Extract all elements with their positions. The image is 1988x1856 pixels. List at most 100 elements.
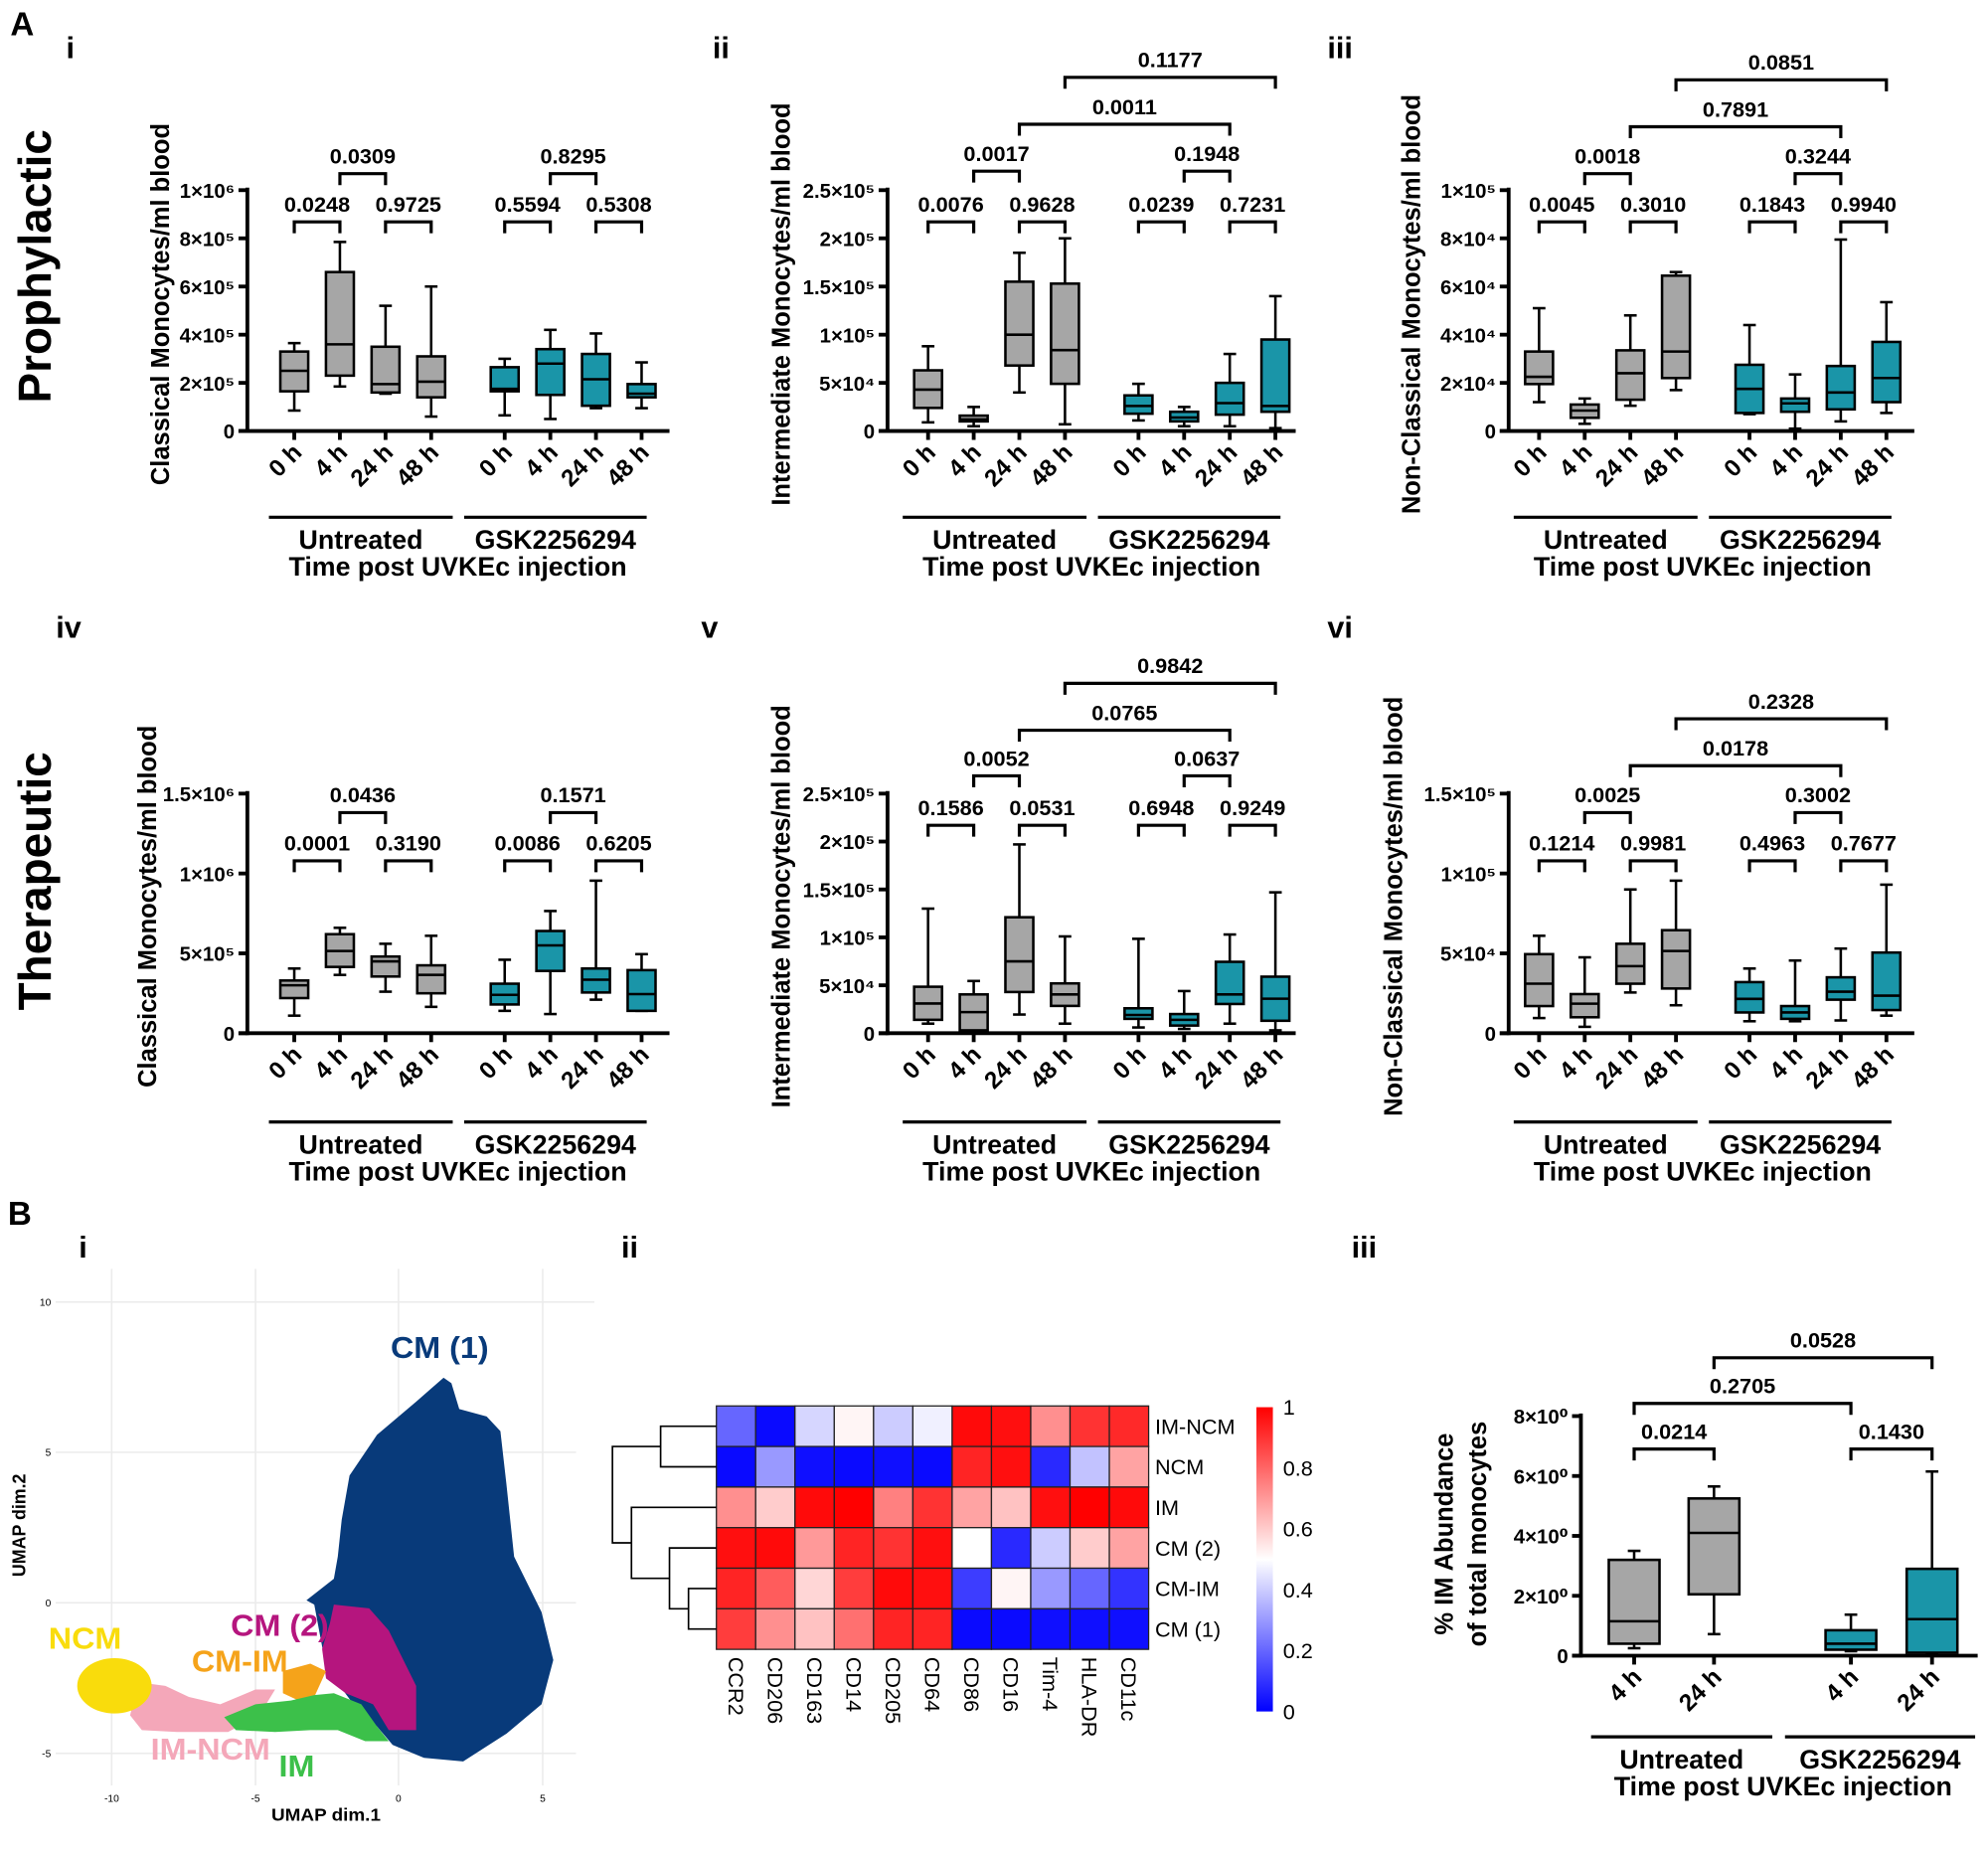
x-tick-label: 24 h xyxy=(346,439,399,492)
umap-xtick: -5 xyxy=(250,1794,260,1805)
umap-ytick: -5 xyxy=(42,1750,52,1761)
box-iqr xyxy=(1825,364,1857,412)
umap-label-im-ncm: IM-NCM xyxy=(151,1733,270,1767)
umap-label-cm-im: CM-IM xyxy=(192,1645,288,1679)
row-label-prophylactic: Prophylactic xyxy=(9,129,61,403)
p-value-label: 0.6948 xyxy=(1128,795,1194,820)
p-value-label: 0.0309 xyxy=(330,144,396,169)
significance-bracket xyxy=(1632,1402,1853,1416)
heatmap-cell xyxy=(951,1607,993,1650)
significance-bracket xyxy=(292,220,342,234)
y-tick-label: 1×10⁵ xyxy=(820,325,876,347)
p-value-label: 0.9249 xyxy=(1220,795,1285,820)
panel-label: iv xyxy=(56,610,82,644)
box-gsk2256294-4h xyxy=(1779,373,1811,440)
significance-bracket xyxy=(384,220,433,234)
box-iqr xyxy=(1687,1497,1741,1597)
significance-bracket xyxy=(1228,823,1277,837)
box-untreated-0h xyxy=(1524,934,1555,1043)
significance-bracket xyxy=(1017,728,1232,743)
x-tick-label: 4 h xyxy=(309,1041,353,1085)
panel-label: iii xyxy=(1352,1231,1378,1265)
heatmap-cell xyxy=(873,1405,914,1447)
y-axis-label: of total monocytes xyxy=(1464,1422,1492,1647)
x-tick-label: 0 h xyxy=(474,439,518,483)
box-iqr xyxy=(1779,397,1811,414)
heatmap-cell xyxy=(1069,1607,1110,1650)
group-label-untreated: Untreated xyxy=(1619,1745,1743,1774)
umap-xtick: 0 xyxy=(396,1794,402,1805)
x-tick-label: 24 h xyxy=(556,439,608,492)
significance-bracket xyxy=(1063,681,1277,695)
y-tick-label: 4×10⁴ xyxy=(1440,325,1496,347)
x-tick-label: 0 h xyxy=(263,439,307,483)
heatmap-row-label: CM (1) xyxy=(1155,1616,1221,1641)
box-iqr xyxy=(1004,280,1035,367)
box-iqr xyxy=(1214,381,1245,417)
box-gsk2256294-4h xyxy=(1779,958,1811,1043)
heatmap-cell xyxy=(716,1607,756,1650)
panel-label: iii xyxy=(1327,32,1353,66)
box-iqr xyxy=(489,366,521,393)
group-label-gsk: GSK2256294 xyxy=(1108,525,1269,555)
p-value-label: 0.3190 xyxy=(376,831,441,856)
box-untreated-48h xyxy=(1050,934,1080,1043)
p-value-label: 0.0531 xyxy=(1009,795,1075,820)
significance-bracket xyxy=(1628,859,1678,873)
y-tick-label: 0 xyxy=(864,422,875,443)
x-tick-label: 0 h xyxy=(1509,439,1553,483)
heatmap-column-label: HLA-DR xyxy=(1077,1657,1102,1738)
y-tick-label: 2×10⁵ xyxy=(180,374,236,396)
box-gsk2256294-48h xyxy=(1871,300,1903,440)
umap-xtick: -10 xyxy=(104,1794,119,1805)
y-tick-label: 0 xyxy=(864,1024,875,1046)
x-axis-label: Time post UVKEc injection xyxy=(922,1156,1260,1186)
heatmap-cell xyxy=(754,1445,796,1488)
x-axis-label: Time post UVKEc injection xyxy=(1534,1156,1872,1186)
x-tick-label: 0 h xyxy=(898,439,941,483)
heatmap-cell xyxy=(873,1567,914,1609)
significance-bracket xyxy=(549,810,598,824)
x-tick-label: 4 h xyxy=(1154,439,1198,483)
box-gsk2256294-48h xyxy=(626,361,657,440)
x-tick-label: 0 h xyxy=(898,1041,941,1085)
box-iqr xyxy=(415,963,447,995)
box-gsk2256294-4h xyxy=(1824,1612,1878,1665)
box-gsk2256294-24h xyxy=(1214,932,1245,1043)
p-value-label: 0.0765 xyxy=(1091,700,1157,725)
heatmap-cell xyxy=(1108,1445,1150,1488)
heatmap-cell xyxy=(990,1445,1032,1488)
box-iqr xyxy=(324,270,356,378)
box-iqr xyxy=(1123,1007,1154,1021)
heatmap-cell xyxy=(716,1527,756,1570)
x-tick-label: 48 h xyxy=(392,439,444,492)
box-gsk2256294-0h xyxy=(1734,966,1765,1043)
boxplot-A-iii: iii 0 2×10⁴ 4×10⁴ 6×10⁴ 8×10⁴ 1×10⁵ Non-Classic… xyxy=(1327,32,1914,582)
box-untreated-0h xyxy=(1524,306,1555,440)
box-iqr xyxy=(1660,274,1692,380)
significance-bracket xyxy=(1017,122,1232,136)
heatmap-cell xyxy=(794,1445,835,1488)
y-tick-label: 0 xyxy=(1557,1646,1568,1668)
box-untreated-4h xyxy=(958,979,989,1043)
x-tick-label: 4 h xyxy=(520,1041,564,1085)
boxplot-A-v: v 0 5×10⁴ 1×10⁵ 1.5×10⁵ 2×10⁵ 2.5×10⁵ Intermedi… xyxy=(701,610,1296,1186)
significance-bracket xyxy=(1628,124,1843,139)
heatmap-cell xyxy=(911,1527,953,1570)
y-tick-label: 1×10⁵ xyxy=(820,928,876,950)
colorbar-tick-label: 1 xyxy=(1283,1395,1295,1420)
box-untreated-24h xyxy=(1614,888,1646,1043)
significance-bracket xyxy=(1793,810,1843,824)
significance-bracket xyxy=(1582,172,1632,186)
box-iqr xyxy=(1214,960,1245,1006)
y-tick-label: 2.5×10⁵ xyxy=(803,784,876,806)
box-gsk2256294-4h xyxy=(1168,406,1200,440)
y-tick-label: 5×10⁴ xyxy=(1440,944,1496,966)
x-axis-label: Time post UVKEc injection xyxy=(289,552,627,582)
box-iqr xyxy=(1734,980,1765,1014)
significance-bracket xyxy=(384,859,433,873)
y-tick-label: 2×10⁰ xyxy=(1514,1587,1569,1608)
significance-bracket xyxy=(1136,220,1186,234)
box-gsk2256294-0h xyxy=(1123,937,1154,1043)
box-untreated-24h xyxy=(370,304,402,440)
